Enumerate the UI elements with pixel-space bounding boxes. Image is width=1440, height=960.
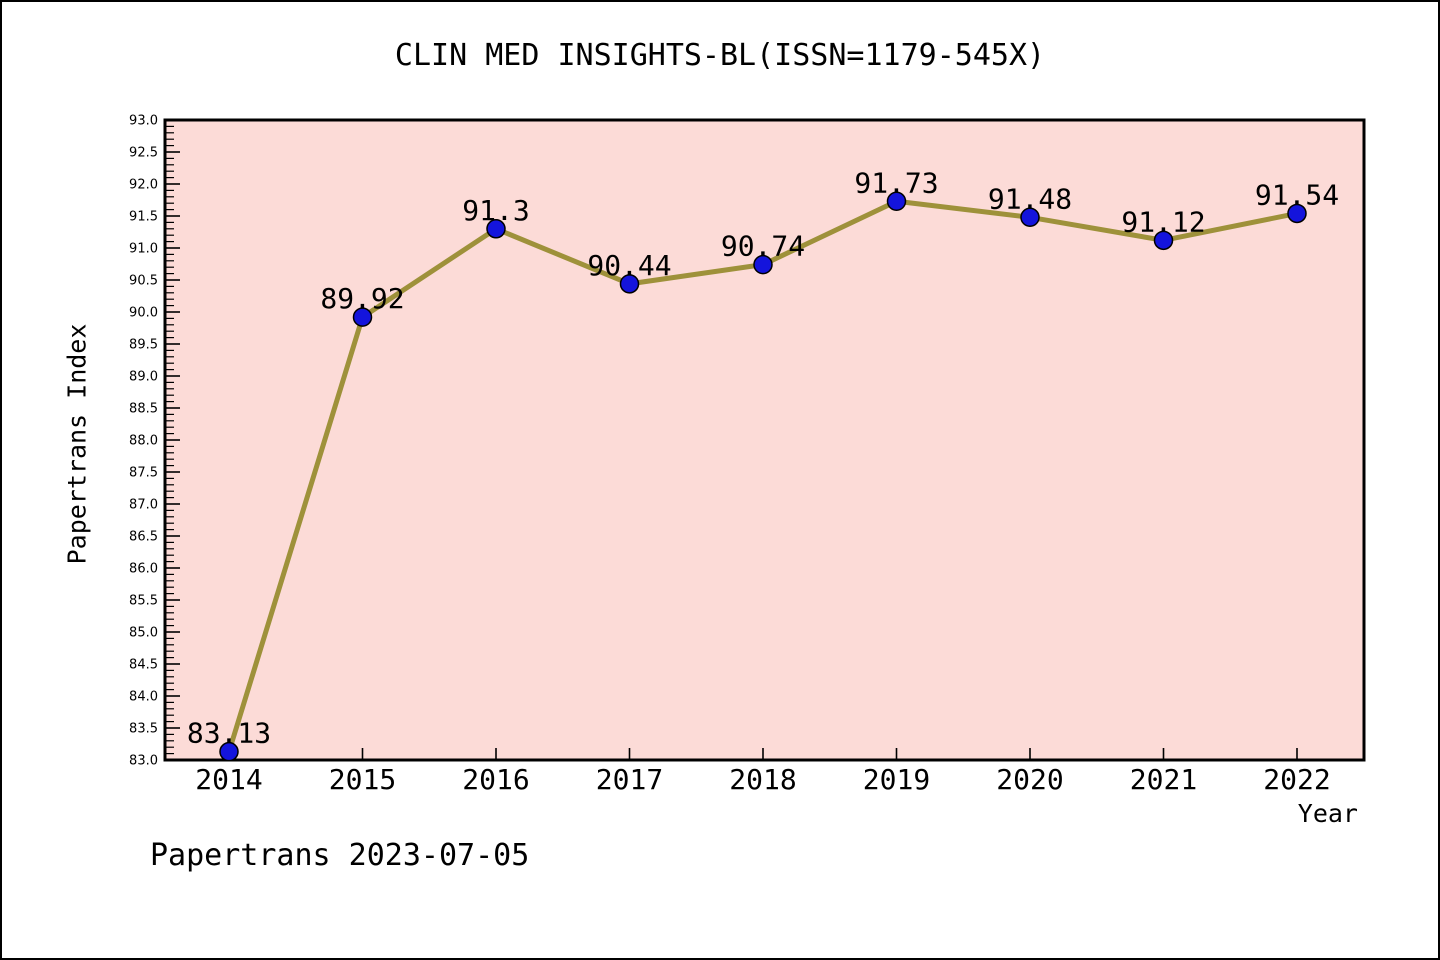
y-tick-label: 88.5	[129, 402, 158, 417]
y-tick-label: 89.0	[129, 370, 158, 385]
y-tick-label: 84.5	[129, 658, 158, 673]
data-point-2018	[753, 254, 773, 275]
y-tick-label: 92.5	[129, 146, 158, 161]
plot-area	[163, 118, 1366, 762]
y-tick-label: 91.0	[129, 242, 158, 257]
data-point-2014	[219, 741, 239, 762]
chart-title: CLIN MED INSIGHTS-BL(ISSN=1179-545X)	[394, 38, 1046, 73]
y-tick-label: 83.0	[129, 754, 158, 769]
y-axis-minor-ticks	[166, 125, 174, 755]
x-tick-label: 2018	[729, 763, 796, 796]
y-tick-label: 89.5	[129, 338, 158, 353]
x-axis-label: Year	[1297, 799, 1358, 828]
y-axis-major-ticks	[166, 119, 180, 761]
data-label-2018: 90.74	[721, 230, 805, 263]
y-axis-tick-labels: 83.0 83.5 84.0 84.5 85.0 85.5 86.0 86.5 87.0 87.5…	[129, 114, 158, 769]
data-point-2022	[1287, 203, 1307, 224]
x-tick-label: 2022	[1263, 763, 1330, 796]
x-tick-label: 2015	[329, 763, 396, 796]
x-axis-tick-labels: 2014 2015 2016 2017 2018 2019 2020 2021 2022	[195, 763, 1330, 796]
y-tick-label: 92.0	[129, 178, 158, 193]
x-tick-label: 2016	[462, 763, 529, 796]
data-points	[219, 191, 1307, 762]
y-tick-label: 86.5	[129, 530, 158, 545]
y-tick-label: 86.0	[129, 562, 158, 577]
data-point-2021	[1153, 230, 1174, 251]
data-label-2022: 91.54	[1255, 178, 1339, 211]
y-tick-label: 83.5	[129, 722, 158, 737]
x-tick-label: 2020	[996, 763, 1063, 796]
data-label-2016: 91.3	[462, 194, 529, 227]
data-point-2015	[352, 307, 373, 327]
y-tick-label: 84.0	[129, 690, 158, 705]
data-label-2021: 91.12	[1121, 205, 1205, 238]
x-tick-label: 2019	[863, 763, 930, 796]
data-point-2016	[486, 219, 506, 239]
data-label-2014: 83.13	[187, 717, 271, 750]
data-label-2015: 89.92	[320, 282, 404, 315]
y-tick-label: 91.5	[129, 210, 158, 225]
x-tick-label: 2017	[596, 763, 663, 796]
y-tick-label: 90.5	[129, 274, 158, 289]
y-tick-label: 87.0	[129, 498, 158, 513]
y-tick-label: 85.5	[129, 594, 158, 609]
data-point-2017	[619, 274, 640, 294]
watermark-text: Papertrans 2023-07-05	[150, 838, 530, 873]
data-point-labels: 83.13 89.92 91.3 90.44 90.74 91.73 91.48 91.12 9…	[187, 166, 1339, 749]
y-tick-label: 88.0	[129, 434, 158, 449]
data-point-2019	[886, 191, 907, 212]
y-tick-label: 85.0	[129, 626, 158, 641]
data-label-2020: 91.48	[988, 182, 1072, 215]
data-point-2020	[1020, 207, 1040, 228]
y-tick-label: 87.5	[129, 466, 158, 481]
y-tick-label: 90.0	[129, 306, 158, 321]
x-tick-label: 2014	[195, 763, 262, 796]
x-tick-label: 2021	[1130, 763, 1197, 796]
y-tick-label: 93.0	[129, 114, 158, 129]
data-label-2017: 90.44	[587, 249, 671, 282]
data-label-2019: 91.73	[854, 166, 938, 199]
